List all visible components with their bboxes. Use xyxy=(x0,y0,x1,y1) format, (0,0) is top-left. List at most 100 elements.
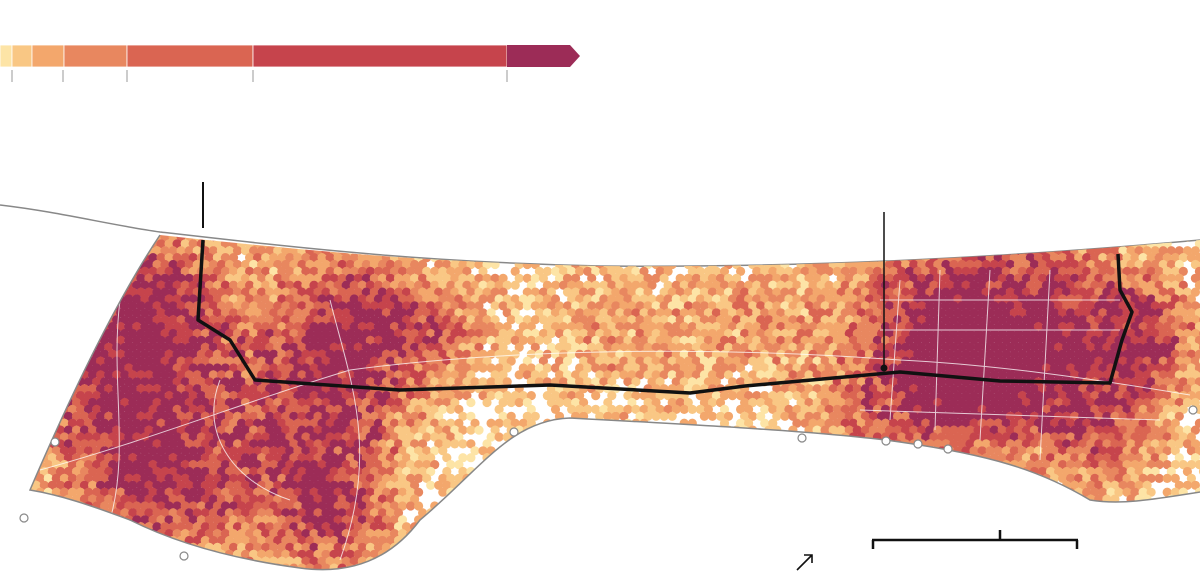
hex xyxy=(941,235,951,242)
hex xyxy=(317,335,327,345)
hex xyxy=(1178,280,1188,290)
hex xyxy=(727,391,738,401)
hex xyxy=(152,246,162,256)
hex xyxy=(1054,328,1064,339)
hex xyxy=(333,322,343,332)
hex xyxy=(1037,328,1048,339)
hex xyxy=(385,342,395,352)
hex xyxy=(168,342,178,352)
hex xyxy=(760,335,770,345)
hex xyxy=(921,308,931,318)
hex xyxy=(128,246,138,256)
hex xyxy=(1098,308,1108,318)
hex xyxy=(482,235,492,242)
hex xyxy=(188,280,198,290)
hex xyxy=(8,315,17,324)
hex xyxy=(44,225,53,234)
hex xyxy=(840,460,850,470)
hex xyxy=(249,259,259,270)
hex xyxy=(981,259,991,270)
hex xyxy=(587,273,597,283)
hex xyxy=(868,439,879,449)
hex xyxy=(502,308,512,318)
hex xyxy=(876,466,887,477)
hex xyxy=(116,322,126,332)
hex xyxy=(711,280,722,290)
hex xyxy=(687,460,697,470)
hex xyxy=(1074,294,1084,304)
hex xyxy=(981,466,991,477)
hex xyxy=(639,322,649,332)
hex xyxy=(953,280,963,290)
hex xyxy=(623,239,633,249)
hex xyxy=(796,328,806,339)
hex xyxy=(808,335,818,345)
hex xyxy=(647,280,657,290)
hex xyxy=(1025,335,1035,345)
hex xyxy=(1126,246,1136,256)
hex xyxy=(361,273,371,283)
hex xyxy=(502,294,512,304)
hex xyxy=(0,446,5,455)
hex xyxy=(208,273,218,283)
hex xyxy=(546,466,557,477)
hex xyxy=(406,308,416,318)
hex xyxy=(289,273,299,283)
hex xyxy=(740,328,750,339)
hex xyxy=(707,246,718,256)
hex xyxy=(257,315,267,325)
hex xyxy=(3,432,12,441)
hex xyxy=(732,287,742,297)
hex xyxy=(756,287,766,297)
hex xyxy=(1098,253,1108,263)
hex xyxy=(623,294,633,304)
hex xyxy=(989,287,999,297)
hex xyxy=(784,308,794,318)
hex xyxy=(788,439,798,449)
hex xyxy=(913,266,923,276)
hex xyxy=(659,411,669,421)
hex xyxy=(478,225,487,234)
hex xyxy=(498,301,508,311)
hex xyxy=(768,322,778,332)
hex xyxy=(79,259,90,270)
hex xyxy=(20,377,29,386)
hex xyxy=(788,246,798,256)
hex xyxy=(8,412,17,421)
hex xyxy=(3,308,12,317)
hex xyxy=(1190,287,1200,297)
hex xyxy=(659,301,669,311)
hex xyxy=(204,335,214,345)
hex xyxy=(200,342,210,352)
hex xyxy=(615,432,625,442)
hex xyxy=(30,432,37,442)
hex xyxy=(52,225,61,234)
hex xyxy=(872,280,883,290)
hex xyxy=(683,301,693,311)
hex xyxy=(933,259,943,270)
hex xyxy=(514,301,524,311)
hex xyxy=(756,466,766,477)
hex xyxy=(864,460,875,470)
hex xyxy=(1062,273,1072,283)
hex xyxy=(977,266,987,276)
hex xyxy=(486,294,496,304)
hex xyxy=(30,384,33,394)
hex xyxy=(1058,253,1068,263)
hex xyxy=(1195,225,1200,234)
hex xyxy=(39,235,49,242)
hex xyxy=(205,225,214,234)
hex xyxy=(434,315,444,325)
hex xyxy=(498,328,508,339)
hex xyxy=(615,308,625,318)
hex xyxy=(1013,315,1023,325)
hex xyxy=(687,446,697,456)
hex xyxy=(337,273,347,283)
hex xyxy=(635,453,645,463)
legend-swatch xyxy=(507,45,580,67)
hex xyxy=(808,308,818,318)
hex xyxy=(583,239,593,249)
hex xyxy=(39,287,49,297)
hex xyxy=(514,397,524,408)
hex xyxy=(31,301,41,311)
